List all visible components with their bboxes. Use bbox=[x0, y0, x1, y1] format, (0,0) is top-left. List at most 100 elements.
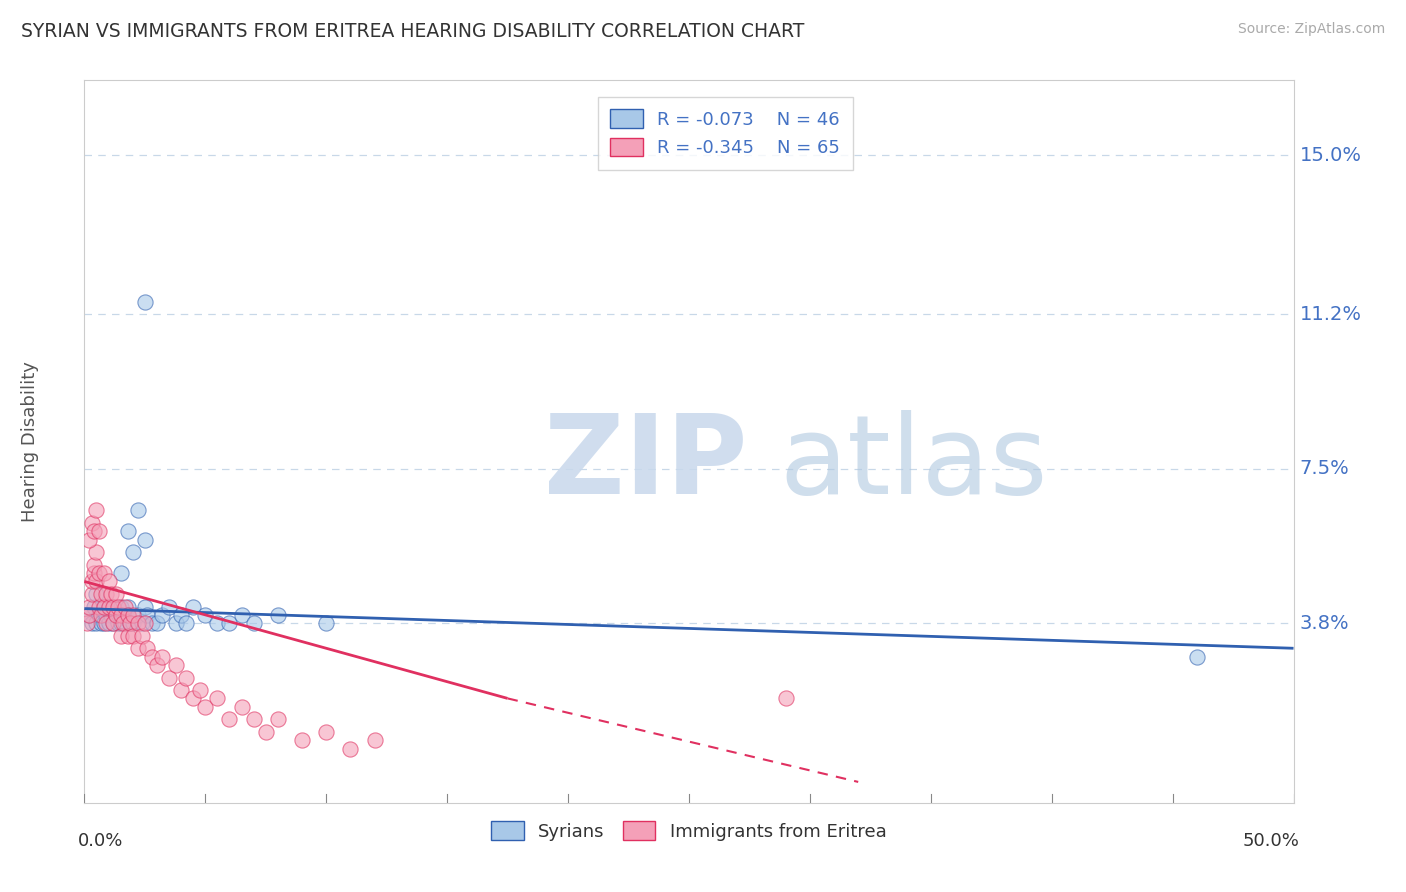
Point bbox=[107, 599, 129, 614]
Point bbox=[77, 607, 100, 622]
Point bbox=[80, 587, 103, 601]
Point bbox=[80, 616, 103, 631]
Point bbox=[77, 607, 100, 622]
Point bbox=[86, 545, 108, 559]
Point bbox=[775, 691, 797, 706]
Text: Hearing Disability: Hearing Disability bbox=[21, 361, 39, 522]
Point bbox=[86, 503, 108, 517]
Point bbox=[121, 607, 143, 622]
Point bbox=[141, 616, 163, 631]
Point bbox=[134, 599, 156, 614]
Point bbox=[136, 641, 159, 656]
Point bbox=[254, 724, 277, 739]
Point bbox=[90, 616, 112, 631]
Point bbox=[80, 574, 103, 589]
Point bbox=[94, 616, 117, 631]
Point bbox=[104, 607, 127, 622]
Point bbox=[77, 533, 100, 547]
Text: 3.8%: 3.8% bbox=[1299, 614, 1350, 632]
Point bbox=[242, 616, 264, 631]
Point bbox=[150, 607, 173, 622]
Point bbox=[146, 616, 169, 631]
Point bbox=[315, 616, 337, 631]
Point bbox=[190, 683, 212, 698]
Point bbox=[170, 683, 193, 698]
Point bbox=[267, 607, 290, 622]
Point bbox=[157, 599, 180, 614]
Point bbox=[120, 616, 142, 631]
Point bbox=[110, 599, 132, 614]
Point bbox=[94, 587, 117, 601]
Point bbox=[181, 599, 204, 614]
Point bbox=[110, 629, 132, 643]
Point bbox=[134, 294, 156, 309]
Point bbox=[141, 649, 163, 664]
Point bbox=[181, 691, 204, 706]
Point bbox=[90, 607, 112, 622]
Point bbox=[87, 566, 110, 580]
Point bbox=[207, 691, 229, 706]
Point bbox=[117, 607, 139, 622]
Point bbox=[117, 599, 139, 614]
Point bbox=[157, 671, 180, 685]
Point bbox=[121, 545, 143, 559]
Point bbox=[93, 599, 115, 614]
Point bbox=[93, 566, 115, 580]
Point bbox=[76, 616, 98, 631]
Point bbox=[100, 587, 122, 601]
Text: atlas: atlas bbox=[780, 409, 1047, 516]
Point bbox=[267, 712, 290, 726]
Point bbox=[110, 607, 132, 622]
Legend: Syrians, Immigrants from Eritrea: Syrians, Immigrants from Eritrea bbox=[484, 814, 894, 848]
Point bbox=[83, 558, 105, 572]
Point bbox=[174, 671, 197, 685]
Point bbox=[97, 599, 120, 614]
Text: Source: ZipAtlas.com: Source: ZipAtlas.com bbox=[1237, 22, 1385, 37]
Point bbox=[242, 712, 264, 726]
Point bbox=[120, 616, 142, 631]
Point bbox=[114, 616, 136, 631]
Point bbox=[103, 616, 125, 631]
Point bbox=[315, 724, 337, 739]
Point bbox=[194, 699, 217, 714]
Point bbox=[150, 649, 173, 664]
Point bbox=[100, 607, 122, 622]
Point bbox=[110, 566, 132, 580]
Point bbox=[127, 607, 149, 622]
Point bbox=[86, 616, 108, 631]
Text: SYRIAN VS IMMIGRANTS FROM ERITREA HEARING DISABILITY CORRELATION CHART: SYRIAN VS IMMIGRANTS FROM ERITREA HEARIN… bbox=[21, 22, 804, 41]
Text: ZIP: ZIP bbox=[544, 409, 747, 516]
Text: 11.2%: 11.2% bbox=[1299, 305, 1361, 324]
Point bbox=[83, 566, 105, 580]
Point bbox=[86, 574, 108, 589]
Point bbox=[339, 741, 361, 756]
Point bbox=[112, 607, 135, 622]
Point bbox=[103, 599, 125, 614]
Point bbox=[87, 599, 110, 614]
Point bbox=[97, 574, 120, 589]
Text: 7.5%: 7.5% bbox=[1299, 459, 1350, 478]
Point bbox=[165, 657, 187, 672]
Point bbox=[104, 607, 127, 622]
Point bbox=[174, 616, 197, 631]
Point bbox=[127, 616, 149, 631]
Point bbox=[94, 607, 117, 622]
Point bbox=[103, 599, 125, 614]
Point bbox=[121, 616, 143, 631]
Text: 15.0%: 15.0% bbox=[1299, 146, 1361, 165]
Point bbox=[134, 616, 156, 631]
Point bbox=[90, 587, 112, 601]
Point bbox=[231, 699, 253, 714]
Point bbox=[112, 616, 135, 631]
Point bbox=[87, 607, 110, 622]
Point bbox=[127, 641, 149, 656]
Point bbox=[110, 616, 132, 631]
Point bbox=[207, 616, 229, 631]
Point bbox=[107, 616, 129, 631]
Point bbox=[1185, 649, 1208, 664]
Point bbox=[117, 629, 139, 643]
Point bbox=[93, 616, 115, 631]
Point bbox=[131, 629, 153, 643]
Text: 0.0%: 0.0% bbox=[79, 831, 124, 850]
Point bbox=[77, 599, 100, 614]
